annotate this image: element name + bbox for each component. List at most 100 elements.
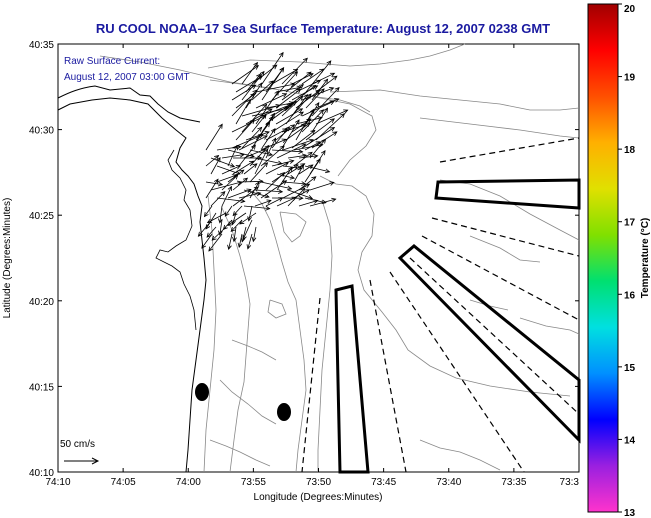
current-vector — [251, 115, 274, 149]
x-tick-label: 73:50 — [306, 477, 331, 488]
current-vector — [276, 173, 296, 180]
colorbar-tick-label: 20 — [624, 4, 636, 15]
bathymetry-contour — [249, 189, 307, 473]
current-vector — [295, 108, 315, 141]
current-vector — [238, 144, 256, 167]
current-vector — [281, 57, 308, 85]
x-tick-label: 73:3 — [560, 477, 580, 488]
current-vector — [309, 197, 337, 207]
current-vector — [271, 159, 295, 167]
current-vector — [235, 118, 255, 141]
current-vector — [309, 138, 327, 159]
current-vector — [305, 60, 332, 93]
current-vector — [203, 205, 213, 218]
bathymetry-contour — [221, 207, 251, 473]
current-vector — [243, 163, 258, 175]
figure-title: RU COOL NOAA–17 Sea Surface Temperature:… — [96, 21, 550, 36]
surface-current-vectors — [197, 51, 349, 252]
current-vector — [271, 164, 299, 183]
colorbar-tick-label: 15 — [624, 363, 636, 374]
x-tick-label: 74:05 — [111, 477, 136, 488]
y-tick-label: 40:30 — [29, 126, 54, 137]
current-vector — [246, 233, 253, 250]
current-vector — [201, 233, 213, 249]
bathymetry-contour — [317, 199, 333, 472]
current-vector — [235, 98, 251, 125]
current-annotation-line2: August 12, 2007 03:00 GMT — [64, 72, 190, 83]
current-vector — [210, 191, 226, 207]
current-vector — [232, 186, 259, 207]
current-vector — [287, 153, 308, 159]
current-vector — [251, 80, 274, 101]
current-vector — [315, 98, 340, 109]
current-annotation-line1: Raw Surface Current: — [64, 56, 160, 67]
colorbar-tick-label: 19 — [624, 73, 636, 84]
current-vector — [205, 123, 223, 151]
current-vector — [241, 61, 258, 85]
current-vector — [221, 152, 245, 159]
scale-arrow — [64, 457, 100, 465]
current-vector — [261, 67, 285, 101]
bathymetry-contour — [203, 195, 217, 473]
current-vector — [298, 164, 314, 175]
current-vector — [271, 68, 299, 85]
current-vector — [260, 181, 293, 191]
current-vector — [276, 166, 293, 191]
current-vector — [237, 233, 243, 249]
station-marker — [195, 383, 209, 401]
current-vector — [245, 130, 270, 141]
current-vector — [315, 109, 349, 125]
map-plot-area: 50 cm/s — [57, 43, 581, 474]
bathymetry-contour — [267, 211, 307, 319]
dashed-boundary-lines — [301, 137, 580, 473]
current-vector — [301, 100, 335, 117]
x-axis-ticks: 74:10 74:05 74:00 73:55 73:50 73:45 73:40 73:35… — [45, 44, 580, 488]
y-axis-ticks: 40:35 40:30 40:25 40:20 40:15 40:10 — [29, 40, 579, 479]
current-vector — [287, 187, 306, 207]
x-tick-label: 73:40 — [436, 477, 461, 488]
current-vector — [206, 226, 217, 238]
current-vector — [249, 162, 269, 183]
x-tick-label: 73:35 — [501, 477, 526, 488]
x-axis-label: Longitude (Degrees:Minutes) — [254, 492, 383, 503]
current-vector — [305, 118, 335, 141]
y-tick-label: 40:10 — [29, 468, 54, 479]
bathymetry-contour — [419, 117, 580, 139]
current-vector — [293, 164, 304, 183]
current-vector — [254, 148, 268, 175]
current-vector — [238, 135, 268, 151]
current-vector — [304, 141, 321, 151]
current-vector — [265, 128, 288, 141]
current-vector — [311, 107, 329, 133]
bathymetry-contour — [207, 43, 466, 69]
current-vector — [281, 95, 304, 117]
current-vector — [271, 195, 304, 201]
current-vector — [230, 219, 243, 233]
current-vector — [254, 189, 284, 194]
current-vector — [227, 188, 252, 199]
current-vector — [205, 154, 220, 167]
colorbar-tick-label: 17 — [624, 218, 636, 229]
colorbar-tick-label: 14 — [624, 435, 636, 446]
bathymetry-contour — [329, 89, 580, 111]
current-vector — [247, 205, 253, 222]
current-vector — [254, 199, 272, 207]
x-tick-label: 74:00 — [176, 477, 201, 488]
current-vector — [315, 113, 346, 141]
current-vector — [309, 181, 335, 191]
bay-outline — [155, 149, 197, 331]
current-vector — [285, 94, 309, 125]
current-vector — [245, 82, 263, 109]
coastline — [57, 85, 207, 473]
current-vector — [205, 181, 224, 187]
x-tick-label: 73:45 — [371, 477, 396, 488]
current-vector — [205, 178, 219, 199]
colorbar-ticks: 20 19 18 17 16 15 14 13 — [618, 3, 636, 518]
current-vector — [311, 78, 329, 101]
current-vector — [217, 205, 223, 224]
current-vector — [251, 226, 257, 243]
current-vector — [232, 177, 249, 191]
current-vector — [298, 153, 319, 159]
current-vector — [232, 226, 237, 243]
